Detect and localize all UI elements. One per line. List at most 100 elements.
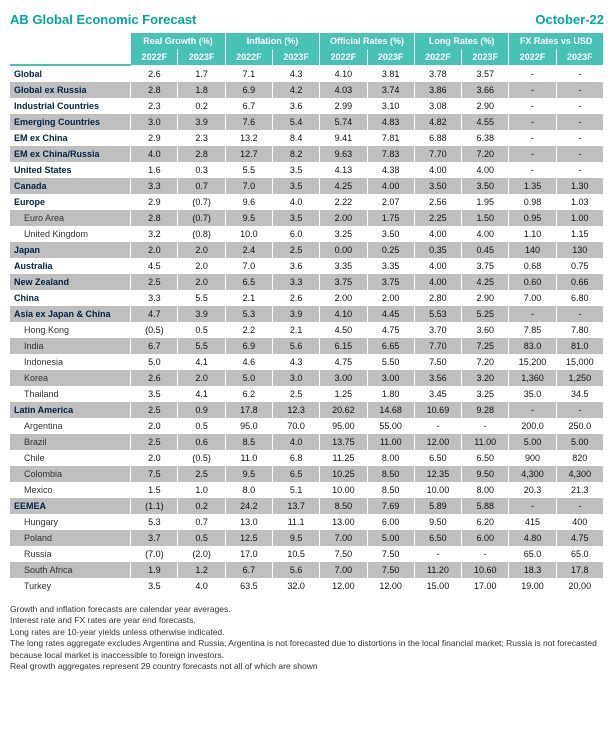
cell: 95.00 xyxy=(320,418,367,434)
cell: 9.50 xyxy=(414,514,461,530)
forecast-table: Real Growth (%)Inflation (%)Official Rat… xyxy=(10,33,604,594)
cell: 13.75 xyxy=(320,434,367,450)
footnote-line: Long rates are 10-year yields unless oth… xyxy=(10,627,604,638)
cell: 2.1 xyxy=(225,290,272,306)
cell: 81.0 xyxy=(556,338,603,354)
cell: 15,000 xyxy=(556,354,603,370)
cell: 2.5 xyxy=(273,242,320,258)
table-row: Thailand3.54.16.22.51.251.803.453.2535.0… xyxy=(10,386,604,402)
cell: 2.90 xyxy=(462,98,509,114)
cell: - xyxy=(556,130,603,146)
table-row: Hong Kong(0.5)0.52.22.14.504.753.703.607… xyxy=(10,322,604,338)
cell: 6.5 xyxy=(273,466,320,482)
cell: 0.35 xyxy=(414,242,461,258)
cell: - xyxy=(509,306,556,322)
cell: 3.86 xyxy=(414,82,461,98)
row-label: New Zealand xyxy=(10,274,131,290)
row-label: Colombia xyxy=(10,466,131,482)
cell: 6.50 xyxy=(462,450,509,466)
cell: 7.50 xyxy=(414,354,461,370)
cell: 3.50 xyxy=(367,226,414,242)
cell: 8.0 xyxy=(225,482,272,498)
cell: 20.62 xyxy=(320,402,367,418)
cell: 2.00 xyxy=(320,210,367,226)
cell: 2.8 xyxy=(131,82,178,98)
row-label: Chile xyxy=(10,450,131,466)
cell: (0.5) xyxy=(178,450,225,466)
cell: 17.0 xyxy=(225,546,272,562)
row-label: United States xyxy=(10,162,131,178)
cell: 1.25 xyxy=(320,386,367,402)
cell: 2.5 xyxy=(131,274,178,290)
column-header: 2023F xyxy=(273,49,320,65)
cell: 2.22 xyxy=(320,194,367,210)
cell: 0.3 xyxy=(178,162,225,178)
cell: 0.9 xyxy=(178,402,225,418)
cell: 2.6 xyxy=(131,370,178,386)
cell: 3.50 xyxy=(414,178,461,194)
table-row: Chile2.0(0.5)11.06.811.258.006.506.50900… xyxy=(10,450,604,466)
cell: 9.41 xyxy=(320,130,367,146)
row-label: Australia xyxy=(10,258,131,274)
cell: 8.50 xyxy=(320,498,367,514)
cell: 2.9 xyxy=(131,194,178,210)
cell: 1.30 xyxy=(556,178,603,194)
cell: - xyxy=(414,546,461,562)
cell: 2.25 xyxy=(414,210,461,226)
cell: 3.50 xyxy=(462,178,509,194)
cell: 15.00 xyxy=(414,578,461,594)
cell: 4.0 xyxy=(273,194,320,210)
cell: 2.5 xyxy=(178,466,225,482)
table-row: Korea2.62.05.03.03.003.003.563.201,3601,… xyxy=(10,370,604,386)
cell: - xyxy=(509,114,556,130)
cell: 900 xyxy=(509,450,556,466)
cell: 2.0 xyxy=(131,450,178,466)
cell: - xyxy=(509,65,556,82)
cell: 0.7 xyxy=(178,514,225,530)
row-label: Poland xyxy=(10,530,131,546)
cell: 10.00 xyxy=(320,482,367,498)
cell: 3.35 xyxy=(320,258,367,274)
cell: 3.9 xyxy=(178,306,225,322)
row-label: United Kingdom xyxy=(10,226,131,242)
row-label: Turkey xyxy=(10,578,131,594)
row-label: Mexico xyxy=(10,482,131,498)
cell: (1.1) xyxy=(131,498,178,514)
cell: - xyxy=(462,546,509,562)
cell: 7.85 xyxy=(509,322,556,338)
table-row: Global ex Russia2.81.86.94.24.033.743.86… xyxy=(10,82,604,98)
cell: (2.0) xyxy=(178,546,225,562)
cell: 1.8 xyxy=(178,82,225,98)
row-label: Euro Area xyxy=(10,210,131,226)
cell: 3.5 xyxy=(131,386,178,402)
cell: 4.1 xyxy=(178,354,225,370)
cell: 6.20 xyxy=(462,514,509,530)
cell: (0.7) xyxy=(178,210,225,226)
cell: 9.5 xyxy=(273,530,320,546)
row-label: Global ex Russia xyxy=(10,82,131,98)
row-label: EM ex China/Russia xyxy=(10,146,131,162)
cell: 0.66 xyxy=(556,274,603,290)
row-label: Argentina xyxy=(10,418,131,434)
cell: - xyxy=(556,162,603,178)
cell: 4.00 xyxy=(414,258,461,274)
report-date: October-22 xyxy=(535,12,604,27)
cell: 3.2 xyxy=(131,226,178,242)
cell: 32.0 xyxy=(273,578,320,594)
cell: 5.89 xyxy=(414,498,461,514)
column-header: 2023F xyxy=(462,49,509,65)
cell: 5.6 xyxy=(273,338,320,354)
row-label: India xyxy=(10,338,131,354)
cell: 2.5 xyxy=(273,386,320,402)
cell: (0.5) xyxy=(131,322,178,338)
footnotes: Growth and inflation forecasts are calen… xyxy=(10,604,604,673)
cell: 5.3 xyxy=(225,306,272,322)
column-group: FX Rates vs USD xyxy=(509,33,604,49)
column-header: 2022F xyxy=(414,49,461,65)
page-title: AB Global Economic Forecast xyxy=(10,12,196,27)
cell: 3.45 xyxy=(414,386,461,402)
cell: 1.7 xyxy=(178,65,225,82)
cell: 4.75 xyxy=(556,530,603,546)
table-row: Russia(7.0)(2.0)17.010.57.507.50--65.065… xyxy=(10,546,604,562)
cell: 13.7 xyxy=(273,498,320,514)
